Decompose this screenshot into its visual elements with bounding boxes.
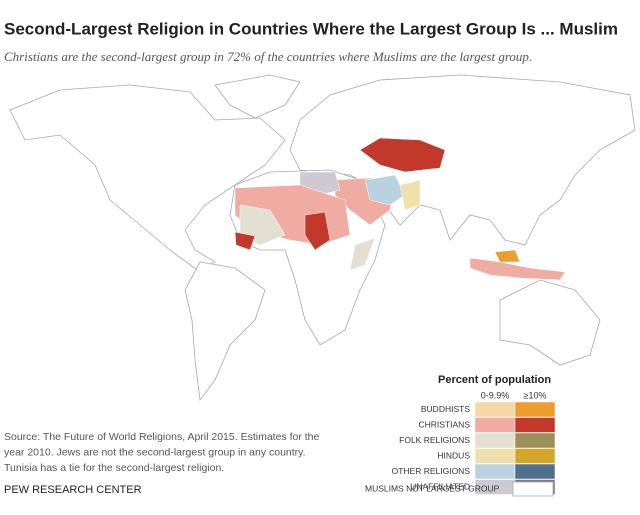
legend-swatch bbox=[474, 463, 516, 480]
source-line: Source: The Future of World Religions, A… bbox=[4, 431, 320, 443]
somalia-region bbox=[349, 237, 376, 271]
legend-row-label: BUDDHISTS bbox=[421, 404, 470, 414]
legend-row-label: HINDUS bbox=[437, 450, 470, 460]
sudan-region bbox=[304, 211, 331, 251]
south-america bbox=[184, 261, 266, 402]
legend-title: Percent of population bbox=[438, 374, 551, 386]
legend-column-header: 0-9.9% bbox=[481, 390, 510, 400]
legend-row-label: CHRISTIANS bbox=[419, 419, 471, 429]
subtitle: Christians are the second-largest group … bbox=[4, 49, 532, 64]
australia bbox=[499, 279, 601, 366]
legend-row-label: OTHER RELIGIONS bbox=[392, 466, 471, 476]
indonesia-region bbox=[469, 257, 566, 281]
legend-other-swatch bbox=[512, 481, 554, 497]
legend-swatch bbox=[514, 448, 556, 464]
legend-swatch bbox=[474, 448, 516, 464]
legend-other-label: MUSLIMS NOT LARGEST GROUP bbox=[365, 483, 500, 493]
legend-swatch bbox=[514, 417, 556, 433]
iran-region bbox=[364, 174, 406, 206]
title: Second-Largest Religion in Countries Whe… bbox=[4, 19, 618, 38]
legend-row-label: UNAFFILIATED bbox=[410, 481, 470, 491]
legend-swatch bbox=[474, 417, 516, 433]
legend-swatch bbox=[514, 432, 556, 449]
legend-column-header: ≥10% bbox=[524, 390, 547, 400]
legend-swatch bbox=[514, 401, 556, 418]
notes: Source: The Future of World Religions, A… bbox=[4, 431, 320, 474]
north-america bbox=[9, 84, 286, 273]
legend: Percent of population 0-9.9% ≥10% BUDDHIST… bbox=[365, 374, 556, 497]
guinea-region bbox=[234, 231, 256, 251]
footer: PEW RESEARCH CENTER bbox=[4, 484, 142, 496]
world-map bbox=[9, 74, 636, 402]
legend-swatch bbox=[474, 401, 516, 418]
central-asia-region bbox=[359, 137, 446, 173]
source-line: year 2010. Jews are not the second-large… bbox=[4, 446, 306, 458]
legend-swatch bbox=[474, 432, 516, 449]
legend-row-label: FOLK RELIGIONS bbox=[399, 435, 470, 445]
pakistan-region bbox=[399, 179, 421, 211]
malaysia-region bbox=[494, 249, 521, 263]
source-line: Tunisia has a tie for the second-largest… bbox=[4, 462, 224, 474]
legend-swatch bbox=[514, 463, 556, 480]
greenland bbox=[214, 74, 301, 119]
